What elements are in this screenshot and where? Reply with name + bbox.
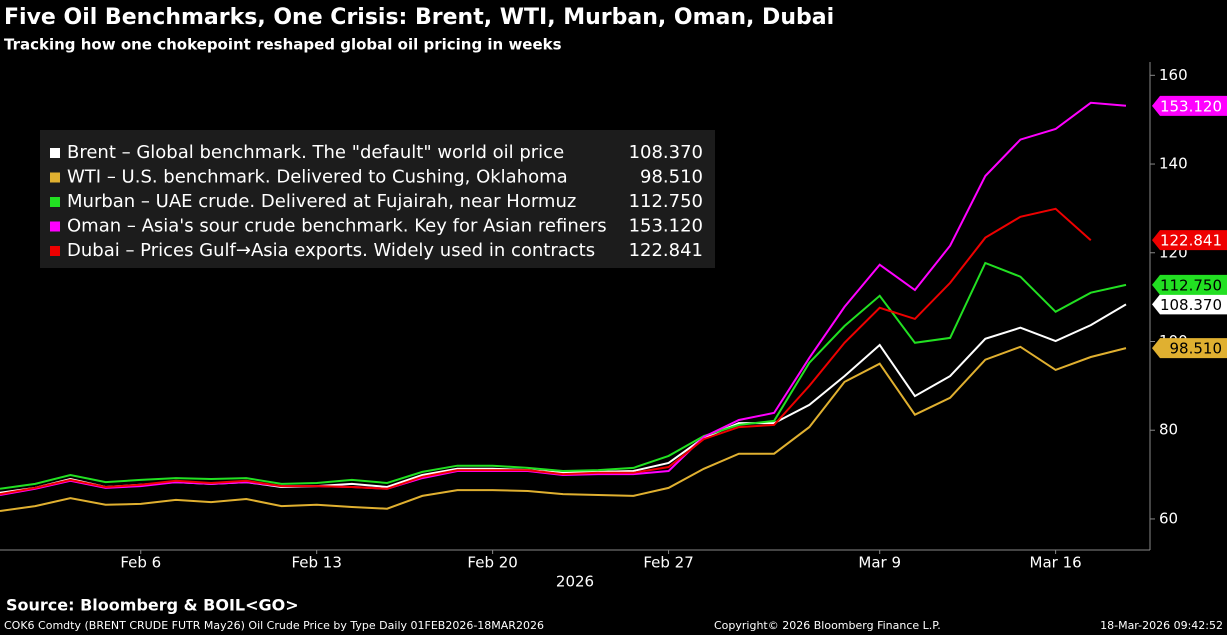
y-tick-label: 160	[1159, 66, 1188, 84]
x-tick-label: Feb 27	[643, 554, 693, 572]
legend-value: 108.370	[629, 142, 703, 163]
chart-subtitle: Tracking how one chokepoint reshaped glo…	[4, 36, 562, 54]
legend-value: 122.841	[629, 240, 703, 261]
legend-label: Oman – Asia's sour crude benchmark. Key …	[67, 216, 607, 237]
y-tick-label: 60	[1159, 509, 1178, 527]
x-axis-label: 2026	[556, 573, 594, 591]
x-tick-label: Feb 20	[467, 554, 517, 572]
legend-swatch	[50, 221, 60, 232]
series-line	[0, 207, 1092, 496]
value-tag-label: 98.510	[1170, 340, 1223, 358]
x-tick-label: Mar 9	[858, 554, 901, 572]
value-tag-label: 108.370	[1160, 296, 1222, 314]
x-tick-label: Feb 13	[291, 554, 341, 572]
source: Source: Bloomberg & BOIL<GO>	[6, 596, 299, 615]
legend-swatch	[50, 172, 60, 183]
legend-box	[40, 130, 715, 268]
value-tag-label: 122.841	[1160, 232, 1222, 250]
series-line	[0, 345, 1127, 512]
timestamp: 18-Mar-2026 09:42:52	[1100, 619, 1223, 632]
y-tick-label: 140	[1159, 155, 1188, 173]
value-tag	[1152, 338, 1227, 359]
value-tag	[1152, 95, 1227, 116]
legend-value: 153.120	[629, 216, 703, 237]
legend-label: Murban – UAE crude. Delivered at Fujaira…	[67, 191, 576, 212]
copyright: Copyright© 2026 Bloomberg Finance L.P.	[714, 619, 941, 632]
value-tag	[1152, 274, 1227, 295]
legend-value: 112.750	[629, 191, 703, 212]
legend-swatch	[50, 197, 60, 207]
chart-title: Five Oil Benchmarks, One Crisis: Brent, …	[4, 5, 834, 30]
value-tag	[1152, 230, 1227, 251]
legend-swatch	[50, 148, 60, 158]
x-tick-label: Mar 16	[1030, 554, 1082, 572]
ticker: COK6 Comdty (BRENT CRUDE FUTR May26) Oil…	[4, 619, 544, 632]
legend-label: WTI – U.S. benchmark. Delivered to Cushi…	[67, 167, 568, 188]
value-tag-label: 112.750	[1160, 276, 1222, 294]
x-tick-label: Feb 6	[120, 554, 161, 572]
value-tag	[1152, 294, 1227, 315]
value-tag-label: 153.120	[1160, 97, 1222, 115]
legend-label: Dubai – Prices Gulf→Asia exports. Widely…	[67, 240, 595, 261]
y-tick-label: 80	[1159, 421, 1178, 439]
legend-label: Brent – Global benchmark. The "default" …	[67, 142, 564, 163]
legend: Brent – Global benchmark. The "default" …	[50, 142, 703, 261]
legend-value: 98.510	[640, 167, 703, 188]
series-line	[0, 261, 1127, 490]
legend-swatch	[50, 246, 60, 256]
